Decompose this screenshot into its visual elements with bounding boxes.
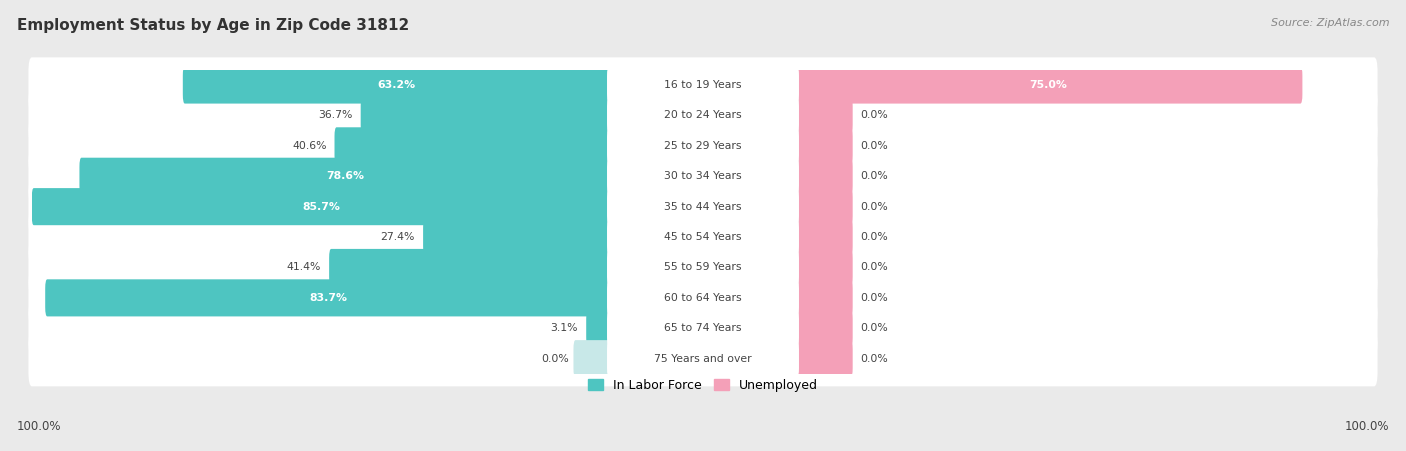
Text: 0.0%: 0.0% (860, 354, 889, 364)
FancyBboxPatch shape (28, 118, 1378, 174)
FancyBboxPatch shape (32, 188, 612, 225)
FancyBboxPatch shape (574, 340, 612, 377)
FancyBboxPatch shape (794, 66, 1302, 104)
FancyBboxPatch shape (361, 97, 612, 134)
FancyBboxPatch shape (794, 249, 852, 286)
Text: 63.2%: 63.2% (378, 80, 416, 90)
FancyBboxPatch shape (794, 97, 852, 134)
Text: 0.0%: 0.0% (860, 141, 889, 151)
Text: 0.0%: 0.0% (541, 354, 569, 364)
Text: 20 to 24 Years: 20 to 24 Years (664, 110, 742, 120)
FancyBboxPatch shape (607, 158, 799, 195)
Text: 36.7%: 36.7% (318, 110, 353, 120)
FancyBboxPatch shape (45, 279, 612, 317)
FancyBboxPatch shape (28, 57, 1378, 113)
FancyBboxPatch shape (80, 158, 612, 195)
FancyBboxPatch shape (607, 340, 799, 377)
FancyBboxPatch shape (335, 127, 612, 164)
Text: 0.0%: 0.0% (860, 110, 889, 120)
Text: 75 Years and over: 75 Years and over (654, 354, 752, 364)
Text: 0.0%: 0.0% (860, 232, 889, 242)
FancyBboxPatch shape (607, 66, 799, 104)
FancyBboxPatch shape (794, 127, 852, 164)
FancyBboxPatch shape (794, 158, 852, 195)
FancyBboxPatch shape (607, 279, 799, 317)
Text: 45 to 54 Years: 45 to 54 Years (664, 232, 742, 242)
FancyBboxPatch shape (794, 218, 852, 256)
FancyBboxPatch shape (183, 66, 612, 104)
Text: 0.0%: 0.0% (860, 323, 889, 333)
FancyBboxPatch shape (607, 310, 799, 347)
FancyBboxPatch shape (607, 97, 799, 134)
Text: 0.0%: 0.0% (860, 202, 889, 212)
Text: 85.7%: 85.7% (302, 202, 340, 212)
Text: 27.4%: 27.4% (381, 232, 415, 242)
Text: 0.0%: 0.0% (860, 171, 889, 181)
Text: 16 to 19 Years: 16 to 19 Years (664, 80, 742, 90)
FancyBboxPatch shape (329, 249, 612, 286)
Text: 41.4%: 41.4% (287, 262, 321, 272)
Text: 25 to 29 Years: 25 to 29 Years (664, 141, 742, 151)
FancyBboxPatch shape (28, 209, 1378, 265)
Text: 0.0%: 0.0% (860, 293, 889, 303)
Text: 100.0%: 100.0% (17, 420, 62, 433)
FancyBboxPatch shape (28, 179, 1378, 235)
FancyBboxPatch shape (794, 310, 852, 347)
FancyBboxPatch shape (607, 218, 799, 256)
Text: 65 to 74 Years: 65 to 74 Years (664, 323, 742, 333)
Text: Source: ZipAtlas.com: Source: ZipAtlas.com (1271, 18, 1389, 28)
FancyBboxPatch shape (794, 188, 852, 225)
Text: 83.7%: 83.7% (309, 293, 347, 303)
Text: 55 to 59 Years: 55 to 59 Years (664, 262, 742, 272)
FancyBboxPatch shape (423, 218, 612, 256)
Text: 0.0%: 0.0% (860, 262, 889, 272)
Text: 100.0%: 100.0% (1344, 420, 1389, 433)
Text: 3.1%: 3.1% (551, 323, 578, 333)
FancyBboxPatch shape (607, 249, 799, 286)
FancyBboxPatch shape (586, 310, 612, 347)
FancyBboxPatch shape (28, 88, 1378, 143)
Text: Employment Status by Age in Zip Code 31812: Employment Status by Age in Zip Code 318… (17, 18, 409, 33)
FancyBboxPatch shape (28, 301, 1378, 356)
FancyBboxPatch shape (28, 148, 1378, 204)
Text: 75.0%: 75.0% (1029, 80, 1067, 90)
Text: 30 to 34 Years: 30 to 34 Years (664, 171, 742, 181)
FancyBboxPatch shape (794, 279, 852, 317)
FancyBboxPatch shape (28, 240, 1378, 295)
FancyBboxPatch shape (607, 188, 799, 225)
Legend: In Labor Force, Unemployed: In Labor Force, Unemployed (588, 379, 818, 392)
FancyBboxPatch shape (794, 340, 852, 377)
FancyBboxPatch shape (28, 331, 1378, 387)
Text: 35 to 44 Years: 35 to 44 Years (664, 202, 742, 212)
FancyBboxPatch shape (28, 270, 1378, 326)
Text: 40.6%: 40.6% (292, 141, 326, 151)
Text: 78.6%: 78.6% (326, 171, 364, 181)
Text: 60 to 64 Years: 60 to 64 Years (664, 293, 742, 303)
FancyBboxPatch shape (607, 127, 799, 164)
